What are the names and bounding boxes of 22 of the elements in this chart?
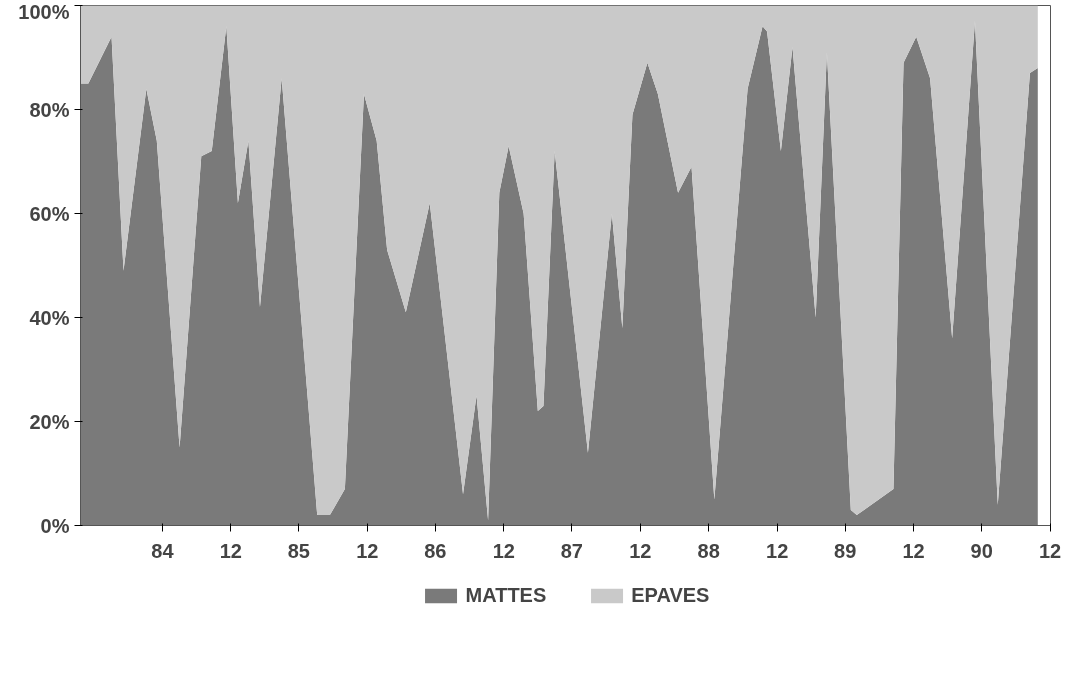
x-tick-label: 90 — [970, 539, 993, 562]
y-tick-label: 60% — [29, 202, 70, 225]
x-tick-label: 88 — [697, 539, 720, 562]
x-tick-label: 12 — [219, 539, 242, 562]
x-tick-label: 12 — [492, 539, 515, 562]
legend-label: EPAVES — [631, 583, 710, 607]
x-tick-label: 12 — [902, 539, 925, 562]
x-tick-label: 87 — [560, 539, 583, 562]
x-tick-label: 89 — [834, 539, 857, 562]
y-tick-label: 80% — [29, 98, 70, 121]
y-tick-label: 20% — [29, 410, 70, 433]
x-tick-label: 12 — [766, 539, 789, 562]
y-tick-label: 100% — [18, 0, 70, 23]
x-tick-label: 84 — [151, 539, 175, 562]
x-tick-label: 12 — [1039, 539, 1062, 562]
x-tick-label: 12 — [356, 539, 379, 562]
x-tick-label: 12 — [629, 539, 652, 562]
legend-label: MATTES — [465, 583, 547, 607]
y-tick-label: 0% — [40, 514, 70, 537]
y-tick-label: 40% — [29, 306, 70, 329]
x-tick-label: 85 — [287, 539, 311, 562]
x-tick-label: 86 — [424, 539, 447, 562]
